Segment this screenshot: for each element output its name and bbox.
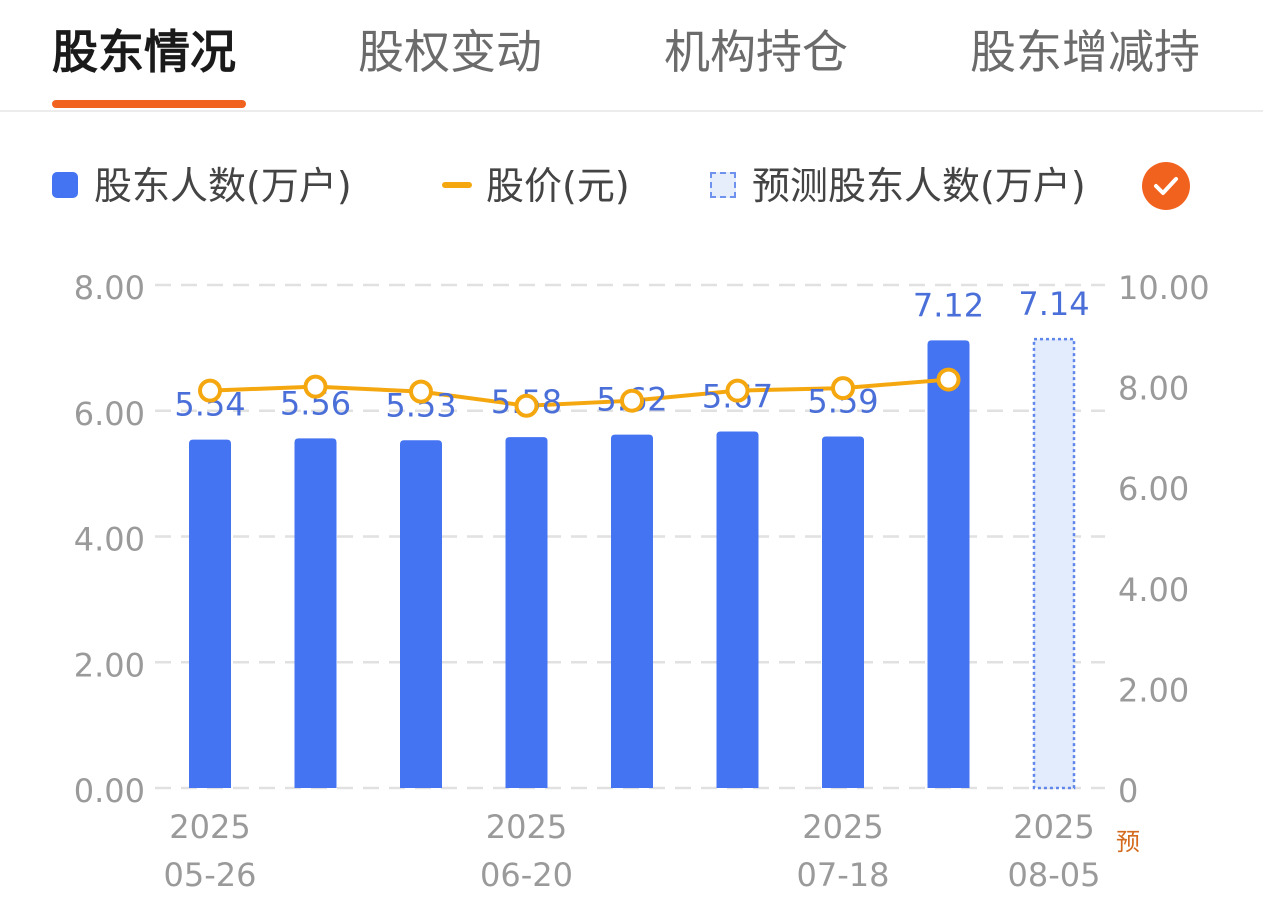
predicted-tag: 预 [1116, 828, 1140, 856]
price-point [725, 378, 750, 403]
y-right-tick-label: 2.00 [1118, 671, 1189, 709]
checkmark-icon[interactable] [1142, 162, 1190, 210]
x-tick-year: 2025 [169, 808, 250, 846]
bar [294, 438, 337, 788]
legend-predicted[interactable]: 预测股东人数(万户) [752, 164, 1086, 208]
tab-shareholders[interactable]: 股东情况 [52, 25, 236, 79]
x-tick-year: 2025 [486, 808, 567, 846]
data-label: 7.14 [1018, 285, 1089, 323]
x-tick-year: 2025 [802, 808, 883, 846]
bar-swatch-icon [52, 172, 78, 198]
active-tab-indicator [52, 100, 246, 108]
price-point [936, 367, 961, 392]
price-point [514, 393, 539, 418]
tab-shareholder-changes[interactable]: 股东增减持 [970, 25, 1200, 79]
data-label: 7.12 [913, 286, 984, 324]
y-left-tick-label: 8.00 [74, 269, 145, 307]
bar [927, 340, 970, 788]
bar [189, 439, 231, 788]
dashed-swatch-icon [710, 172, 736, 198]
y-right-tick-label: 4.00 [1118, 571, 1189, 609]
tab-bar: 股东情况 股权变动 机构持仓 股东增减持 [0, 0, 1263, 112]
y-right-tick-label: 0 [1118, 772, 1138, 810]
x-tick-year: 2025 [1013, 808, 1094, 846]
bar [611, 434, 653, 788]
bar [505, 437, 548, 788]
bar [716, 431, 759, 788]
legend-price[interactable]: 股价(元) [486, 164, 630, 208]
price-point [620, 388, 644, 413]
legend-shareholders[interactable]: 股东人数(万户) [94, 164, 352, 208]
x-tick-date: 07-18 [797, 856, 890, 894]
y-right-tick-label: 8.00 [1118, 370, 1189, 408]
x-tick-date: 06-20 [480, 856, 573, 894]
x-tick-date: 05-26 [164, 856, 257, 894]
tab-equity-change[interactable]: 股权变动 [358, 25, 542, 79]
line-swatch-icon [442, 182, 472, 188]
y-right-tick-label: 6.00 [1118, 470, 1189, 508]
price-point [831, 376, 855, 401]
predicted-bar [1032, 337, 1076, 790]
x-tick-date: 08-05 [1008, 856, 1101, 894]
y-left-tick-label: 0.00 [74, 772, 145, 810]
tab-institutional-holdings[interactable]: 机构持仓 [664, 25, 848, 79]
y-left-tick-label: 6.00 [74, 395, 145, 433]
y-left-tick-label: 2.00 [74, 646, 145, 684]
bar [400, 440, 442, 788]
price-point [303, 374, 328, 399]
y-right-tick-label: 10.00 [1118, 269, 1210, 307]
y-left-tick-label: 4.00 [74, 521, 145, 559]
price-point [409, 379, 433, 404]
price-line [209, 377, 949, 408]
bar [822, 436, 864, 788]
price-point [198, 378, 222, 403]
